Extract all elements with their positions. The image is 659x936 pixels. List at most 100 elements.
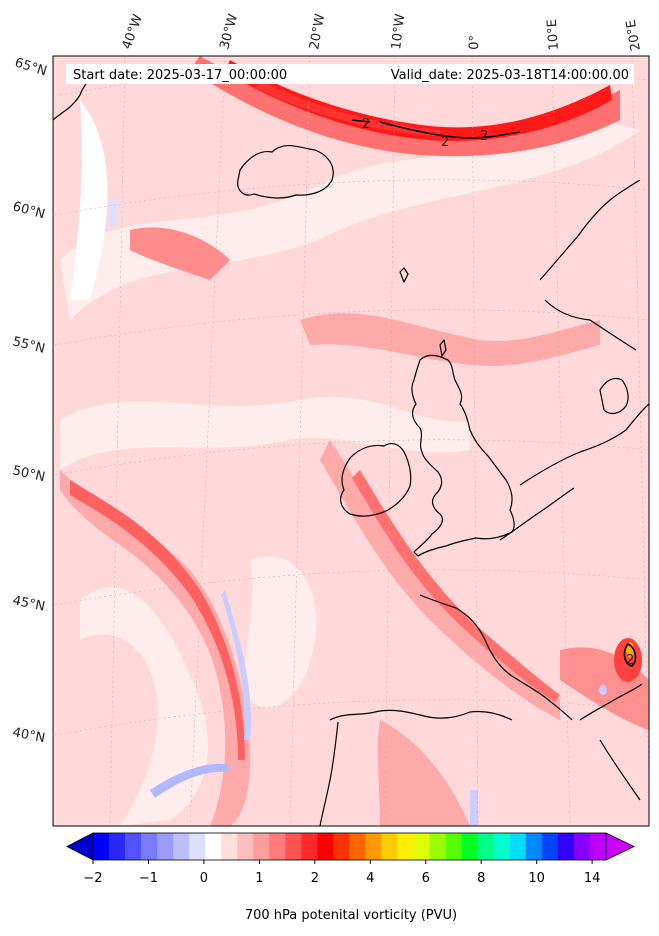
colorbar-swatch [445,833,463,860]
pv-field-intense-spot [614,638,642,682]
pv-field-strong-band [70,480,245,760]
colorbar-swatch [125,833,142,860]
colorbar-title: 700 hPa potenital vorticity (PVU) [245,908,457,923]
coastline-denmark [599,377,629,415]
map-frame [52,55,650,827]
pv-field-strong-band [352,470,560,702]
pv-field-negative-streak [470,790,478,826]
pv-field-medium-band [300,313,600,366]
colorbar-swatch [157,833,174,860]
valid-date-label: Valid_date: 2025-03-18T14:00:00.00 [391,68,629,83]
colorbar-swatch [461,833,479,860]
coastline-iceland [237,144,334,199]
colorbar-swatch [509,833,527,860]
colorbar-swatch [397,833,415,860]
colorbar-swatch [109,833,126,860]
colorbar-extend-max [605,832,635,861]
colorbar-swatch [589,833,607,860]
pv-field-pale-band [70,100,108,300]
colorbar-tick-label: −2 [83,871,102,886]
lat-label: 55°N [11,334,46,356]
pv-field-pale-band [60,120,640,320]
colorbar-swatch [365,833,383,860]
colorbar-tick-label: 4 [366,871,374,886]
contour-2pvu [351,119,637,667]
colorbar-tick-label: −1 [139,871,158,886]
colorbar-swatch [493,833,511,860]
contour-label: 2 [441,135,449,150]
colorbar-swatch [173,833,190,860]
colorbar-swatch [477,833,495,860]
lon-label: 20°W [307,13,328,51]
colorbar-tick-label: 10 [528,871,545,886]
lon-label: 20°E [624,19,644,52]
pv-field-pale-band [245,556,317,708]
coastline-italy [579,683,643,801]
colorbar-swatch [525,833,543,860]
colorbar-tick-label: 14 [584,871,601,886]
colorbar-swatch [413,833,431,860]
coastline-shetland [439,339,447,357]
colorbar-swatch [349,833,367,860]
colorbar-frame [92,832,607,861]
lon-label: 40°W [120,12,146,51]
coastline-ireland [340,443,412,517]
pv-field-medium-band [377,720,470,826]
contour-label: 2 [362,117,370,132]
colorbar-swatch [317,833,334,860]
pv-field-pale-band [60,396,470,470]
pv-field-jet-hilite [255,80,440,136]
lat-label: 65°N [13,55,49,79]
colorbar-swatch [253,833,270,860]
colorbar-tick-label: 8 [477,871,485,886]
lon-label: 30°W [217,12,241,51]
coastline-europe [419,403,649,721]
colorbar-ticks: −2 −1 0 1 2 4 6 8 10 14 [83,860,600,886]
colorbar-swatch [429,833,447,860]
coastline-great-britain [411,354,515,557]
colorbar-tick-label: 0 [200,871,208,886]
lat-label: 40°N [11,725,46,746]
colorbar-swatch [557,833,575,860]
lon-label: 0° [467,35,483,50]
colorbar-swatch [205,833,222,860]
colorbar [66,832,635,861]
colorbar-tick-label: 6 [422,871,430,886]
colorbar-swatch [573,833,591,860]
map-panel: 2 2 2 2 [53,56,649,826]
latitude-labels: 65°N 60°N 55°N 50°N 45°N 40°N [11,55,49,746]
pv-field-blue-spot [599,685,607,695]
longitude-labels: 40°W 30°W 20°W 10°W 0° 10°E 20°E [120,12,644,52]
colorbar-tick-label: 2 [311,871,319,886]
colorbar-swatch [333,833,350,860]
coastline-norway [539,179,641,351]
contour-label: 2 [626,653,634,668]
lat-label: 45°N [11,593,46,614]
colorbar-swatch [237,833,254,860]
pv-field-negative-streak [221,590,251,740]
lat-label: 50°N [11,463,46,485]
start-date-label: Start date: 2025-03-17_00:00:00 [73,68,287,83]
colorbar-swatch [301,833,318,860]
coastline-iberia [319,709,513,826]
contour-label: 2 [480,129,488,144]
colorbar-swatch [285,833,302,860]
lon-label: 10°E [545,19,562,51]
colorbar-swatch [541,833,559,860]
coastline-faroes [399,267,409,283]
colorbar-extend-min [66,832,94,861]
pv-field-negative-streak [108,200,118,225]
colorbar-swatch [141,833,158,860]
lon-label: 10°W [389,13,408,51]
colorbar-swatch [93,833,110,860]
header-box [66,64,634,84]
colorbar-swatch [269,833,286,860]
pv-field-negative-streak [150,763,230,798]
colorbar-tick-label: 1 [255,871,263,886]
colorbar-swatch [221,833,238,860]
lat-label: 60°N [11,199,47,222]
pv-field-medium-band [130,227,230,280]
colorbar-swatch [189,833,206,860]
colorbar-swatch [381,833,399,860]
